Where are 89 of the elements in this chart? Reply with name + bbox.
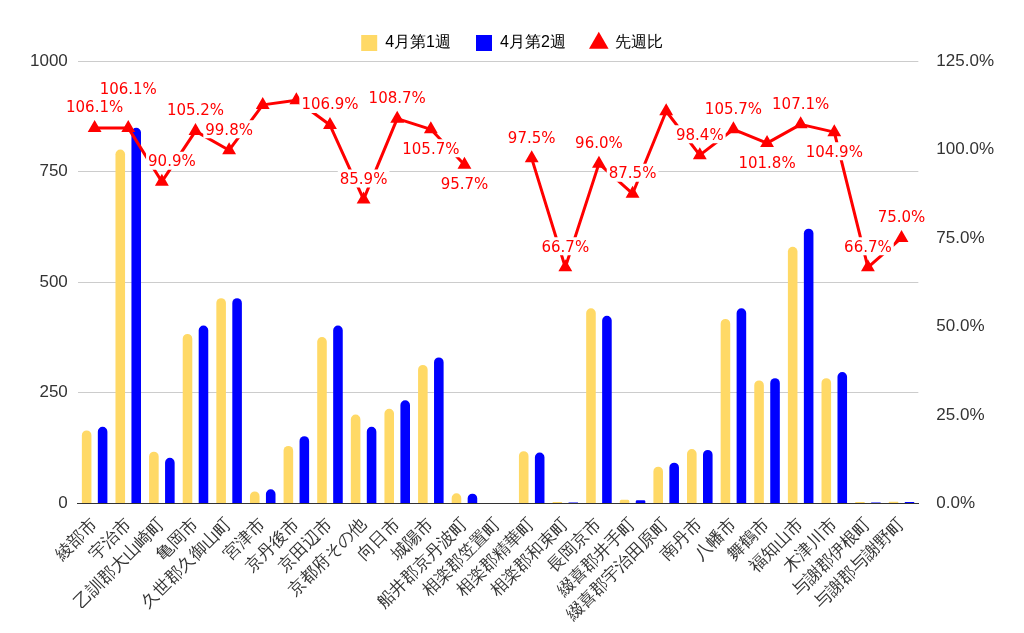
legend-label: 4月第2週	[500, 33, 566, 51]
bar	[216, 298, 226, 503]
data-label: 95.7%	[440, 175, 489, 194]
point	[761, 136, 773, 148]
bar	[703, 449, 713, 503]
bar	[400, 400, 410, 503]
y-tick-label: 500	[39, 271, 68, 291]
data-label: 87.5%	[608, 164, 657, 183]
point	[794, 117, 807, 129]
point	[122, 121, 135, 132]
bar	[534, 452, 545, 503]
data-label: 105.7%	[402, 139, 460, 158]
point	[660, 104, 673, 116]
bar	[821, 378, 832, 503]
data-label: 66.7%	[844, 237, 892, 256]
bar	[837, 372, 848, 503]
bar	[97, 426, 108, 503]
point	[862, 260, 874, 272]
data-label: 106.1%	[99, 80, 157, 99]
bar	[350, 414, 361, 503]
bar	[787, 246, 798, 503]
data-label: 106.1%	[66, 98, 124, 117]
bar	[687, 448, 697, 503]
point	[189, 124, 202, 136]
data-label: 75.0%	[877, 208, 926, 227]
data-label: 106.9%	[301, 95, 359, 114]
point	[324, 118, 336, 130]
bar	[182, 333, 193, 503]
legend-label: 先週比	[614, 33, 663, 51]
y-tick-label: 1000	[29, 50, 68, 70]
bar	[333, 325, 343, 503]
data-label: 108.7%	[368, 89, 426, 108]
bar	[366, 426, 377, 503]
bar	[131, 127, 142, 503]
y2-tick-label: 0.0%	[936, 493, 976, 513]
point	[895, 231, 908, 242]
point	[88, 121, 101, 132]
bar	[720, 318, 731, 503]
point	[559, 260, 572, 272]
bar	[754, 380, 764, 503]
bar	[384, 408, 395, 503]
data-label: 96.0%	[575, 134, 623, 153]
point	[357, 192, 370, 204]
bar	[299, 436, 310, 503]
y2-tick-label: 50.0%	[936, 316, 985, 336]
data-label: 101.8%	[738, 153, 796, 172]
bar	[149, 451, 159, 503]
bar	[736, 308, 747, 503]
data-label: 105.2%	[166, 101, 225, 120]
y-tick-label: 0	[58, 493, 68, 513]
y2-tick-label: 100.0%	[936, 139, 995, 159]
bar	[669, 462, 679, 503]
bar	[586, 308, 596, 503]
data-label: 98.4%	[675, 125, 724, 144]
bar	[418, 364, 428, 503]
y2-tick-label: 125.0%	[936, 50, 995, 70]
point	[693, 148, 706, 160]
y2-tick-label: 25.0%	[936, 404, 985, 424]
data-label: 97.5%	[507, 128, 556, 147]
bar	[232, 298, 242, 503]
point	[727, 122, 740, 134]
point	[525, 151, 538, 163]
bar	[518, 451, 529, 503]
point	[425, 122, 437, 134]
bar	[165, 457, 175, 503]
bar	[115, 149, 126, 503]
data-label: 66.7%	[541, 237, 590, 256]
point	[828, 125, 841, 137]
data-label: 104.9%	[805, 142, 863, 161]
bar	[653, 466, 663, 503]
y-tick-label: 250	[39, 382, 68, 402]
bar	[803, 228, 814, 503]
y2-tick-label: 75.0%	[936, 227, 985, 247]
bar	[434, 357, 444, 503]
data-label: 105.7%	[704, 99, 763, 118]
bar	[602, 315, 612, 503]
data-label: 90.9%	[148, 152, 196, 171]
bar	[317, 337, 327, 503]
legend-label: 4月第1週	[385, 33, 451, 51]
data-label: 99.8%	[205, 120, 253, 139]
y-tick-label: 750	[39, 161, 68, 181]
point	[223, 143, 235, 155]
data-label: 107.1%	[772, 94, 830, 113]
bar	[198, 325, 209, 503]
bar	[770, 378, 780, 503]
bar	[283, 445, 294, 503]
point	[256, 98, 269, 109]
data-label: 85.9%	[339, 169, 388, 188]
bar	[81, 430, 92, 503]
